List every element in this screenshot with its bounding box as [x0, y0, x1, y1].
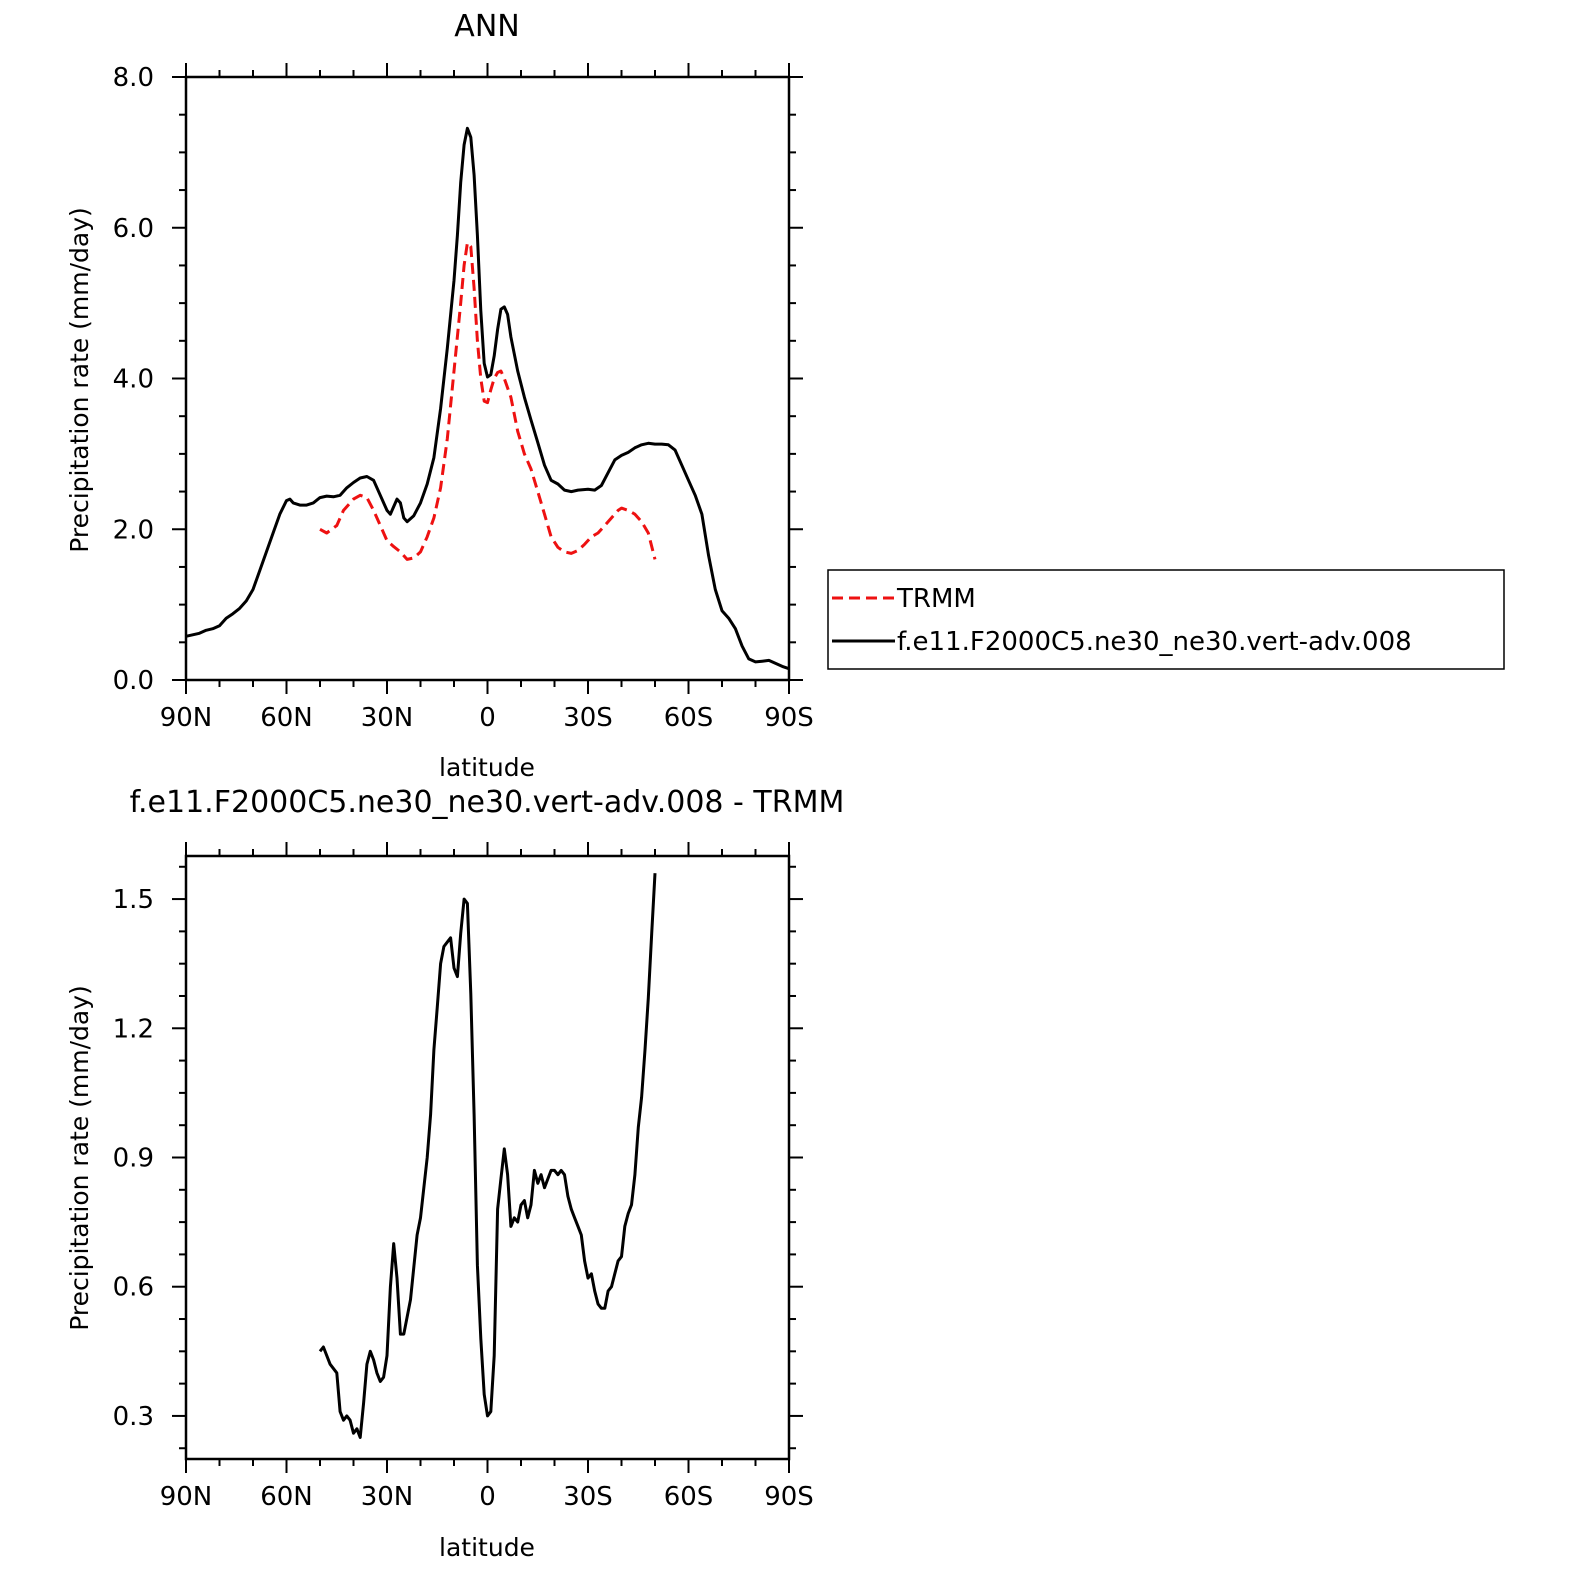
series-line-difference — [318, 873, 657, 1439]
series-line-trmm — [319, 241, 657, 561]
y-tick-label: 0.3 — [113, 1402, 154, 1432]
panel2-x-axis-label: latitude — [439, 1533, 535, 1562]
x-tick-label: 90S — [764, 703, 814, 733]
y-tick-label: 0.0 — [113, 666, 154, 696]
legend-box — [827, 569, 1505, 670]
x-tick-label: 60S — [664, 1482, 714, 1512]
x-tick-label: 90N — [160, 703, 213, 733]
panel1-y-axis-label: Precipitation rate (mm/day) — [65, 207, 94, 553]
y-tick-label: 0.9 — [113, 1144, 154, 1174]
legend: TRMM f.e11.F2000C5.ne30_ne30.vert-adv.00… — [827, 569, 1505, 670]
x-tick-label: 90N — [160, 1482, 213, 1512]
x-tick-label: 90S — [764, 1482, 814, 1512]
y-tick-label: 1.5 — [113, 885, 154, 915]
x-tick-label: 0 — [479, 703, 496, 733]
x-tick-label: 60N — [260, 703, 313, 733]
y-tick-label: 4.0 — [113, 365, 154, 395]
legend-label-trmm: TRMM — [896, 584, 976, 614]
panel2-y-axis-label: Precipitation rate (mm/day) — [65, 985, 94, 1331]
x-tick-label: 30N — [361, 703, 414, 733]
x-tick-label: 30S — [563, 703, 613, 733]
y-tick-label: 6.0 — [113, 214, 154, 244]
panel1-title: ANN — [454, 9, 519, 44]
y-tick-label: 2.0 — [113, 515, 154, 545]
x-tick-label: 60S — [664, 703, 714, 733]
x-tick-label: 30S — [563, 1482, 613, 1512]
x-tick-label: 0 — [479, 1482, 496, 1512]
panel2-title: f.e11.F2000C5.ne30_ne30.vert-adv.008 - T… — [130, 785, 845, 820]
y-tick-label: 8.0 — [113, 63, 154, 93]
x-tick-label: 30N — [361, 1482, 414, 1512]
legend-label-model: f.e11.F2000C5.ne30_ne30.vert-adv.008 — [897, 627, 1412, 657]
series-line-model — [185, 126, 790, 671]
y-tick-label: 1.2 — [113, 1014, 154, 1044]
panel1-x-axis-label: latitude — [439, 753, 535, 782]
y-tick-label: 0.6 — [113, 1273, 154, 1303]
panel-difference: f.e11.F2000C5.ne30_ne30.vert-adv.008 - T… — [65, 785, 844, 1562]
panel2-plot-frame — [184, 854, 791, 1461]
x-tick-label: 60N — [260, 1482, 313, 1512]
panel-annual: ANN 90N 60N 30N 0 30S 60S 90S 0.02.04.06.08.0 … — [65, 9, 1505, 782]
